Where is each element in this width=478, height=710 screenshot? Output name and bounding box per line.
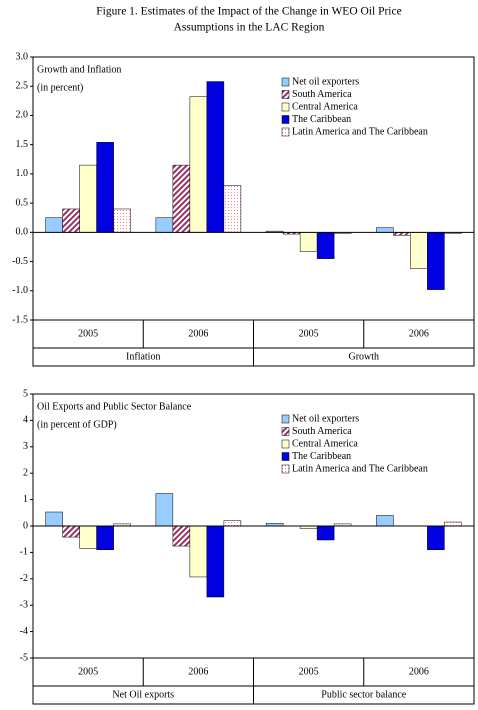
legend-label: Latin America and The Caribbean <box>292 463 428 474</box>
y-tick-label: 0.0 <box>16 227 29 238</box>
x-tick-label: 2006 <box>409 328 429 339</box>
legend-label: Net oil exporters <box>292 76 359 87</box>
y-tick-label: -3 <box>20 599 28 610</box>
y-tick-label: -5 <box>20 652 28 663</box>
bar <box>96 525 114 551</box>
legend-swatch <box>281 127 290 137</box>
bar <box>444 521 462 527</box>
x-tick-label: 2005 <box>78 328 98 339</box>
bar <box>189 525 208 578</box>
chart-title: Growth and Inflation <box>37 64 121 75</box>
y-tick-label: -0.5 <box>12 256 28 267</box>
y-tick-label: 2.0 <box>16 110 29 121</box>
chart-subtitle: (in percent) <box>37 82 83 93</box>
category-group-label: Net Oil exports <box>112 689 174 700</box>
category-group-label: Growth <box>348 351 379 362</box>
legend-swatch <box>281 427 290 436</box>
x-tick-label: 2005 <box>299 328 319 339</box>
legend-label: Latin America and The Caribbean <box>292 126 428 137</box>
y-tick-label: -1.5 <box>12 314 28 325</box>
legend-label: Central America <box>292 438 358 449</box>
bar <box>223 185 242 233</box>
bar <box>62 525 80 538</box>
bar <box>316 525 335 541</box>
legend-swatch <box>281 464 290 474</box>
y-tick-label: 3 <box>23 441 28 452</box>
legend-swatch <box>281 90 290 99</box>
bar <box>410 232 428 269</box>
chart-title: Oil Exports and Public Sector Balance <box>37 401 192 412</box>
y-tick-label: 1 <box>23 494 28 505</box>
legend-label: Central America <box>292 101 358 112</box>
bar <box>299 232 318 252</box>
bar <box>155 493 174 527</box>
y-tick-label: 5 <box>23 388 28 399</box>
bar <box>206 525 225 598</box>
legend-swatch <box>281 414 290 424</box>
bar <box>172 164 191 233</box>
figure-title: Assumptions in the LAC Region <box>174 22 325 34</box>
bar <box>79 164 97 233</box>
y-tick-label: 2.5 <box>16 81 29 92</box>
figure-title: Figure 1. Estimates of the Impact of the… <box>96 6 401 18</box>
bar <box>206 81 225 233</box>
y-tick-label: 2 <box>23 467 28 478</box>
y-tick-label: 1.5 <box>16 139 29 150</box>
bar <box>376 227 394 233</box>
bar <box>427 232 445 290</box>
y-tick-label: 4 <box>23 415 28 426</box>
bar <box>376 515 394 527</box>
y-tick-label: 0.5 <box>16 197 29 208</box>
bar <box>172 525 191 547</box>
bar <box>45 217 63 233</box>
legend-swatch <box>281 439 290 449</box>
bar <box>62 208 80 233</box>
bar <box>79 525 97 549</box>
x-tick-label: 2006 <box>409 666 429 677</box>
legend-swatch <box>281 102 290 112</box>
category-group-label: Inflation <box>126 351 160 362</box>
y-tick-label: -4 <box>20 626 28 637</box>
y-tick-label: -1 <box>20 547 28 558</box>
y-tick-label: -2 <box>20 573 28 584</box>
y-tick-label: 0 <box>23 520 28 531</box>
chart-subtitle: (in percent of GDP) <box>37 419 117 430</box>
x-tick-label: 2006 <box>188 666 208 677</box>
y-tick-label: 1.0 <box>16 168 29 179</box>
x-tick-label: 2006 <box>188 328 208 339</box>
bar <box>223 520 242 527</box>
legend-swatch <box>281 452 290 461</box>
legend-label: The Caribbean <box>292 451 351 462</box>
legend-swatch <box>281 77 290 87</box>
bar <box>155 217 174 233</box>
x-tick-label: 2005 <box>78 666 98 677</box>
legend-swatch <box>281 115 290 124</box>
bar <box>45 511 63 527</box>
y-tick-label: 3.0 <box>16 51 29 62</box>
legend-label: South America <box>292 426 352 437</box>
bar <box>96 142 114 233</box>
bar <box>427 525 445 551</box>
bar <box>316 232 335 259</box>
legend-label: The Caribbean <box>292 114 351 125</box>
legend-label: Net oil exporters <box>292 413 359 424</box>
bar <box>113 208 131 233</box>
x-tick-label: 2005 <box>299 666 319 677</box>
bar <box>189 96 208 233</box>
legend-label: South America <box>292 89 352 100</box>
category-group-label: Public sector balance <box>321 689 407 700</box>
y-tick-label: -1.0 <box>12 285 28 296</box>
